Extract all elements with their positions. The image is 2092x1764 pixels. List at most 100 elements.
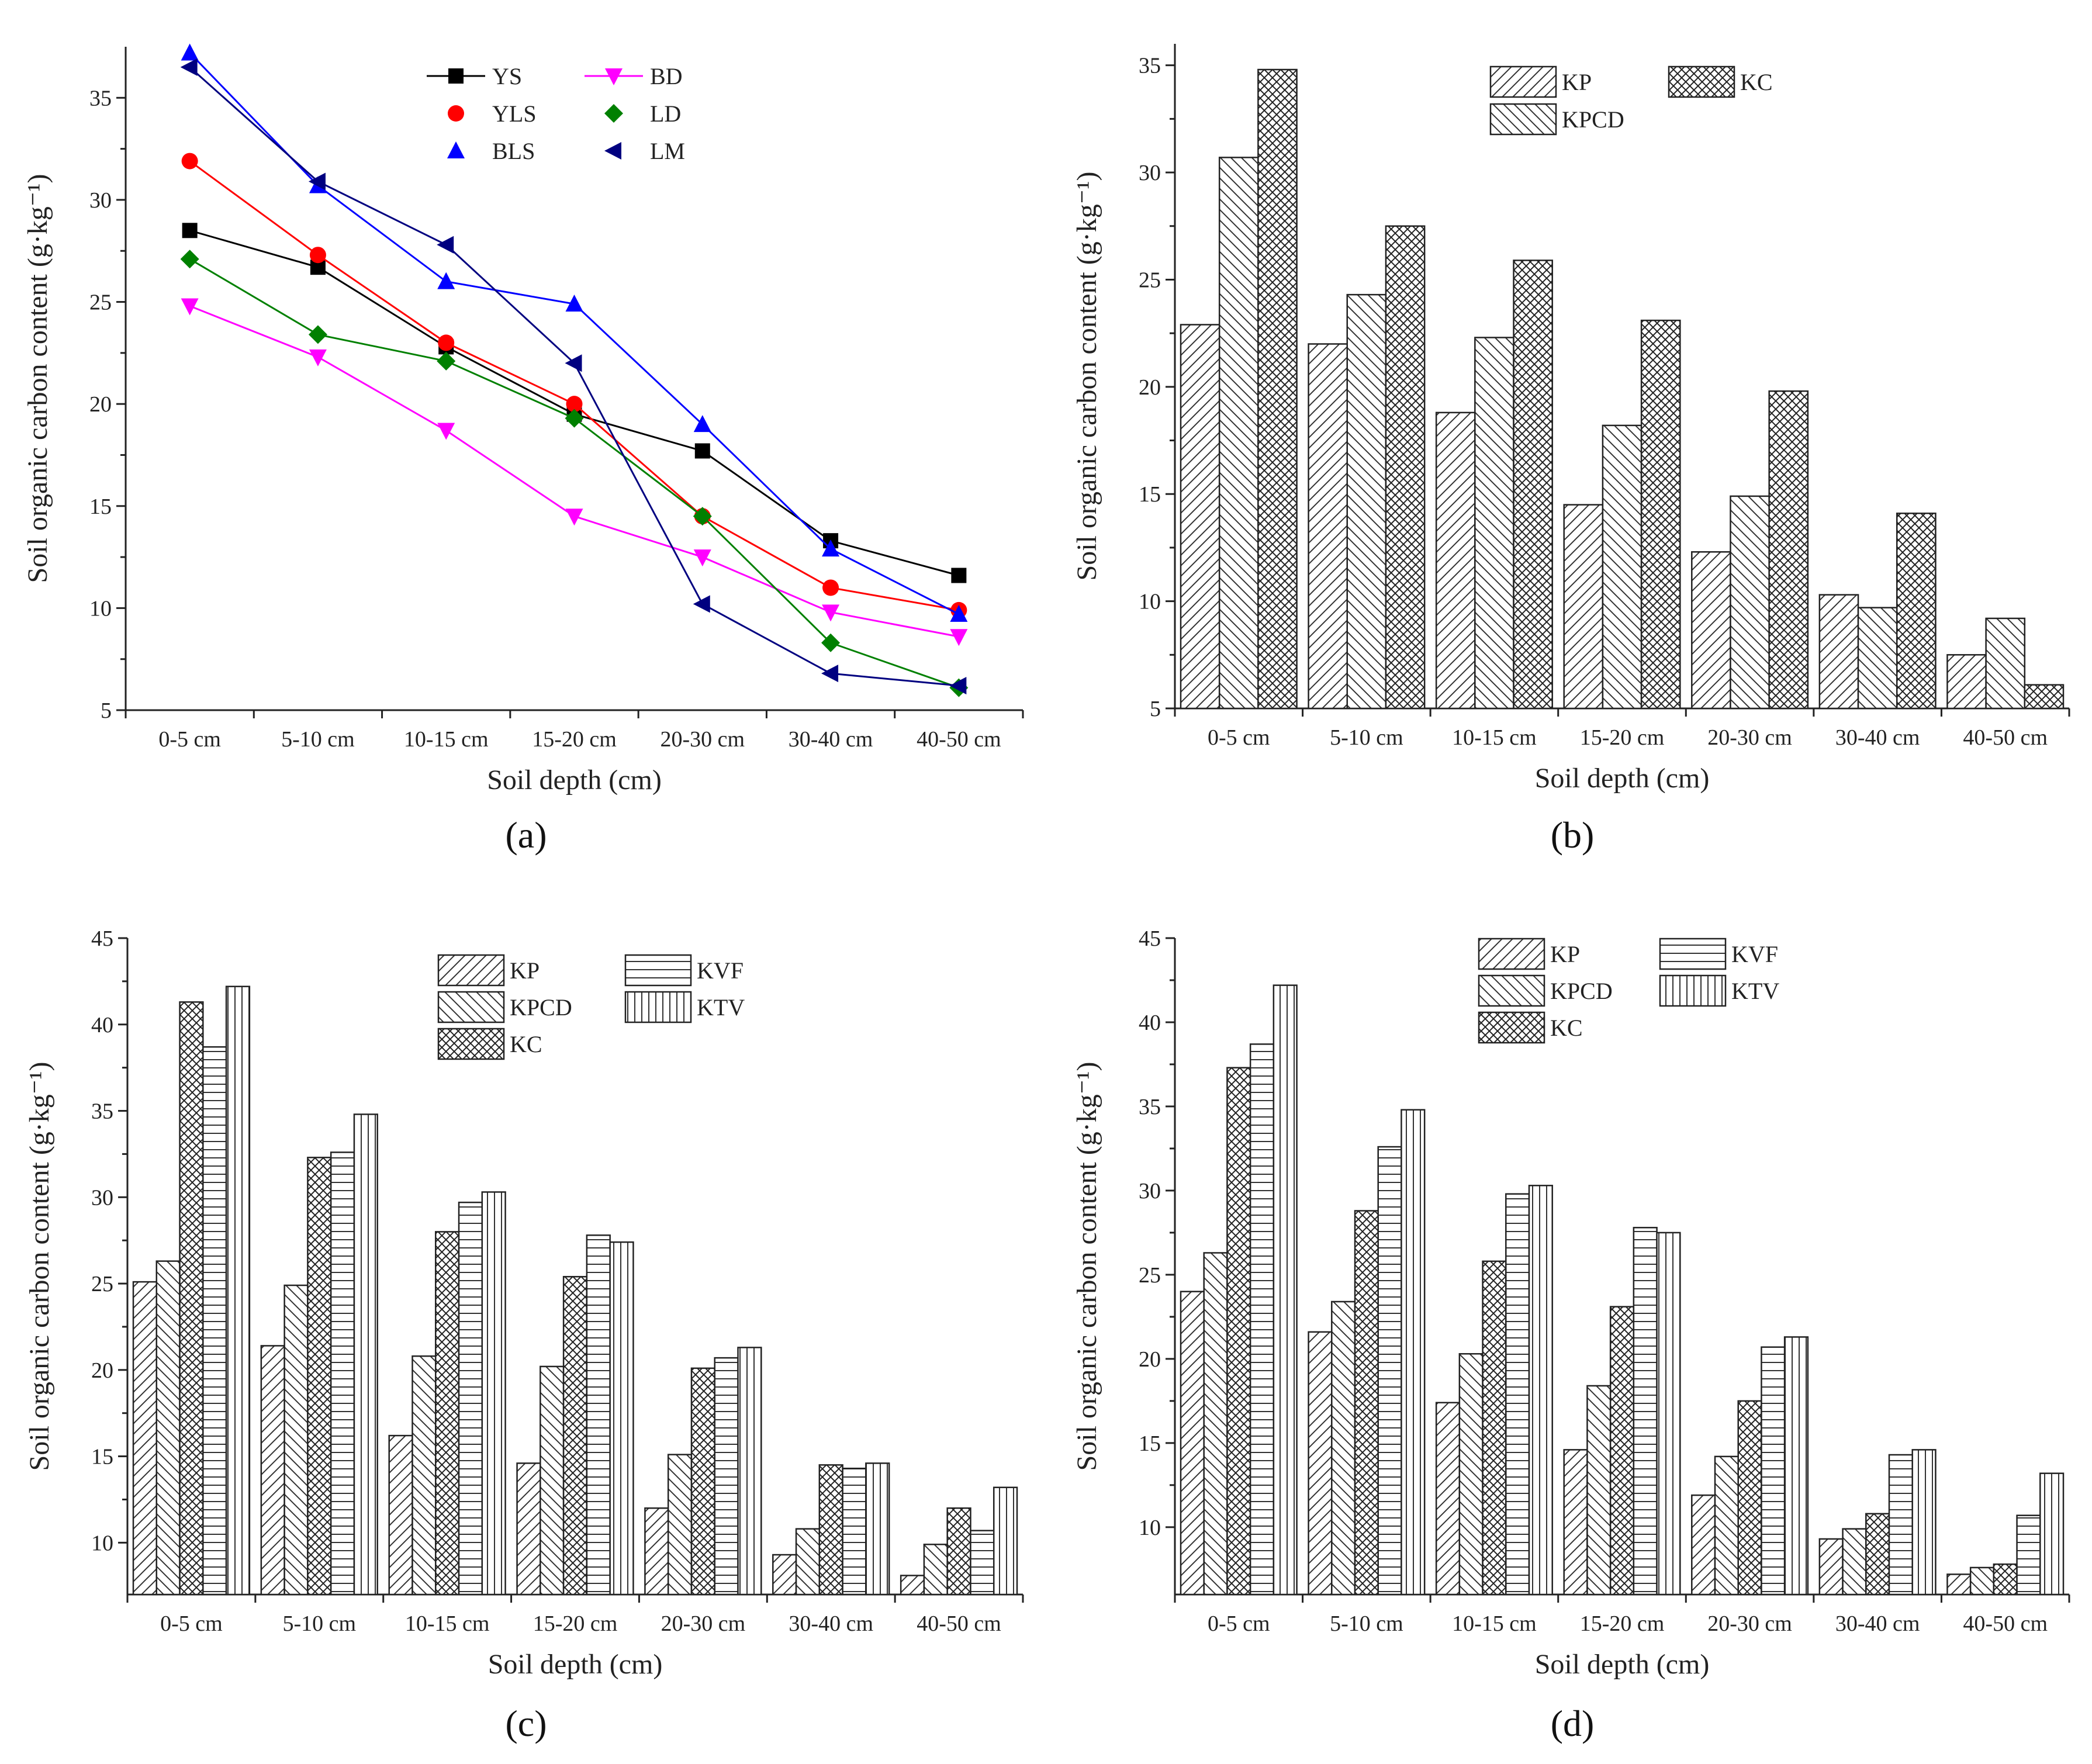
bar-kp (1691, 551, 1731, 710)
series-kc (179, 1001, 971, 1596)
bar-kp (388, 1434, 413, 1596)
bar-kvf (586, 1234, 611, 1596)
data-point-ld (565, 409, 584, 428)
x-tick-label: 40-50 cm (1963, 725, 2048, 750)
legend-marker-ld (604, 104, 623, 123)
y-tick-label: 15 (1139, 1431, 1161, 1456)
data-point-lm (437, 236, 454, 254)
legend-swatch-kc (1478, 1011, 1545, 1044)
x-tick-label: 0-5 cm (1208, 1611, 1270, 1636)
series-lm (180, 58, 967, 695)
series-kc (1257, 68, 2065, 710)
legend-label-kpcd: KPCD (1550, 978, 1613, 1004)
data-point-yls (309, 247, 326, 264)
x-tick-label: 10-15 cm (404, 727, 489, 752)
bar-kvf (202, 1046, 227, 1596)
x-tick-label: 20-30 cm (661, 1611, 746, 1636)
data-point-ys (694, 443, 710, 459)
data-point-bd (822, 604, 840, 622)
x-tick-label: 15-20 cm (1580, 725, 1665, 750)
bar-kp (1563, 504, 1604, 710)
y-tick-label: 10 (91, 1531, 113, 1555)
bar-ktv (993, 1486, 1018, 1596)
legend-swatch-kvf (1659, 938, 1727, 970)
y-tick-label: 35 (1139, 54, 1161, 78)
bar-kc (1257, 68, 1298, 710)
bar-kc (1226, 1067, 1251, 1596)
bar-kc (1354, 1210, 1379, 1596)
bar-kpcd (795, 1528, 821, 1596)
bar-ktv (1401, 1109, 1426, 1596)
y-tick-label: 35 (91, 1099, 113, 1124)
y-tick-label: 15 (91, 1445, 113, 1469)
legend-label-ld: LD (650, 101, 681, 127)
bar-kp (132, 1281, 158, 1596)
legend-swatch-kpcd (1489, 103, 1557, 136)
bar-kpcd (155, 1260, 181, 1596)
x-tick-label: 40-50 cm (917, 1611, 1001, 1636)
y-tick-label: 10 (89, 596, 112, 621)
bar-kp (644, 1507, 669, 1596)
data-point-bls (950, 604, 968, 622)
data-point-bd (437, 423, 455, 440)
panel-c: 10 15 20 25 30 35 40 45 0-5 cm 5-10 cm 10-15 cm 15-… (24, 926, 1024, 1680)
bar-kc (1896, 512, 1937, 710)
y-tick-label: 20 (1139, 375, 1161, 400)
y-tick-label: 20 (1139, 1347, 1161, 1372)
y-tick-label: 20 (89, 392, 112, 417)
legend-marker-ys (448, 68, 464, 84)
bar-kvf (1888, 1454, 1913, 1596)
bar-kvf (970, 1530, 995, 1596)
legend-swatch-kc (437, 1028, 505, 1060)
legend-label-bd: BD (650, 63, 683, 89)
x-tick-label: 30-40 cm (1835, 1611, 1920, 1636)
legend-marker-lm (604, 142, 621, 160)
series-kc (1226, 1067, 2018, 1596)
bar-kp (900, 1575, 925, 1596)
x-tick-label: 5-10 cm (1330, 1611, 1403, 1636)
legend-marker-bd (605, 68, 623, 85)
bar-kc (1737, 1400, 1762, 1596)
x-axis-title: Soil depth (cm) (487, 765, 662, 795)
series-line-bd (189, 305, 959, 638)
x-tick-label: 20-30 cm (1707, 725, 1792, 750)
data-point-bls (693, 415, 711, 433)
bar-kp (1818, 1538, 1844, 1596)
series-yls (181, 153, 967, 618)
legend-label-yls: YLS (492, 101, 537, 127)
y-tick-label: 25 (1139, 1263, 1161, 1288)
data-point-bls (565, 295, 583, 312)
bar-kp (1308, 343, 1348, 710)
bar-kvf (1505, 1193, 1530, 1596)
data-point-bd (181, 298, 199, 316)
data-point-ld (180, 250, 199, 269)
x-tick-label: 40-50 cm (917, 727, 1001, 752)
series-ktv (1273, 984, 2065, 1596)
legend-swatch-ktv (1659, 974, 1727, 1007)
data-point-ys (951, 568, 967, 583)
legend-swatch-kp (437, 954, 505, 987)
bar-kpcd (1842, 1528, 1867, 1596)
bar-kvf (842, 1468, 867, 1596)
data-point-yls (438, 334, 455, 351)
bar-kc (1865, 1513, 1890, 1596)
bar-kpcd (283, 1284, 309, 1596)
bar-kpcd (1857, 607, 1898, 710)
y-tick-label: 10 (1139, 1516, 1161, 1540)
x-tick-label: 20-30 cm (660, 727, 745, 752)
bar-kc (1482, 1260, 1507, 1596)
bar-kp (1563, 1449, 1588, 1596)
legend-label-kc: KC (510, 1031, 542, 1057)
y-tick-label: 30 (91, 1185, 113, 1210)
legend-label-ys: YS (492, 63, 522, 89)
legend-label-kpcd: KPCD (1562, 106, 1624, 133)
bar-kc (179, 1001, 204, 1596)
bar-kvf (2016, 1514, 2041, 1596)
data-point-lm (180, 58, 198, 76)
data-point-lm (693, 595, 710, 613)
y-tick-label: 25 (89, 290, 112, 315)
x-tick-label: 30-40 cm (1835, 725, 1920, 750)
bar-ktv (1528, 1185, 1553, 1596)
legend-marker-yls (448, 105, 464, 122)
legend-swatch-kpcd (1478, 974, 1545, 1007)
